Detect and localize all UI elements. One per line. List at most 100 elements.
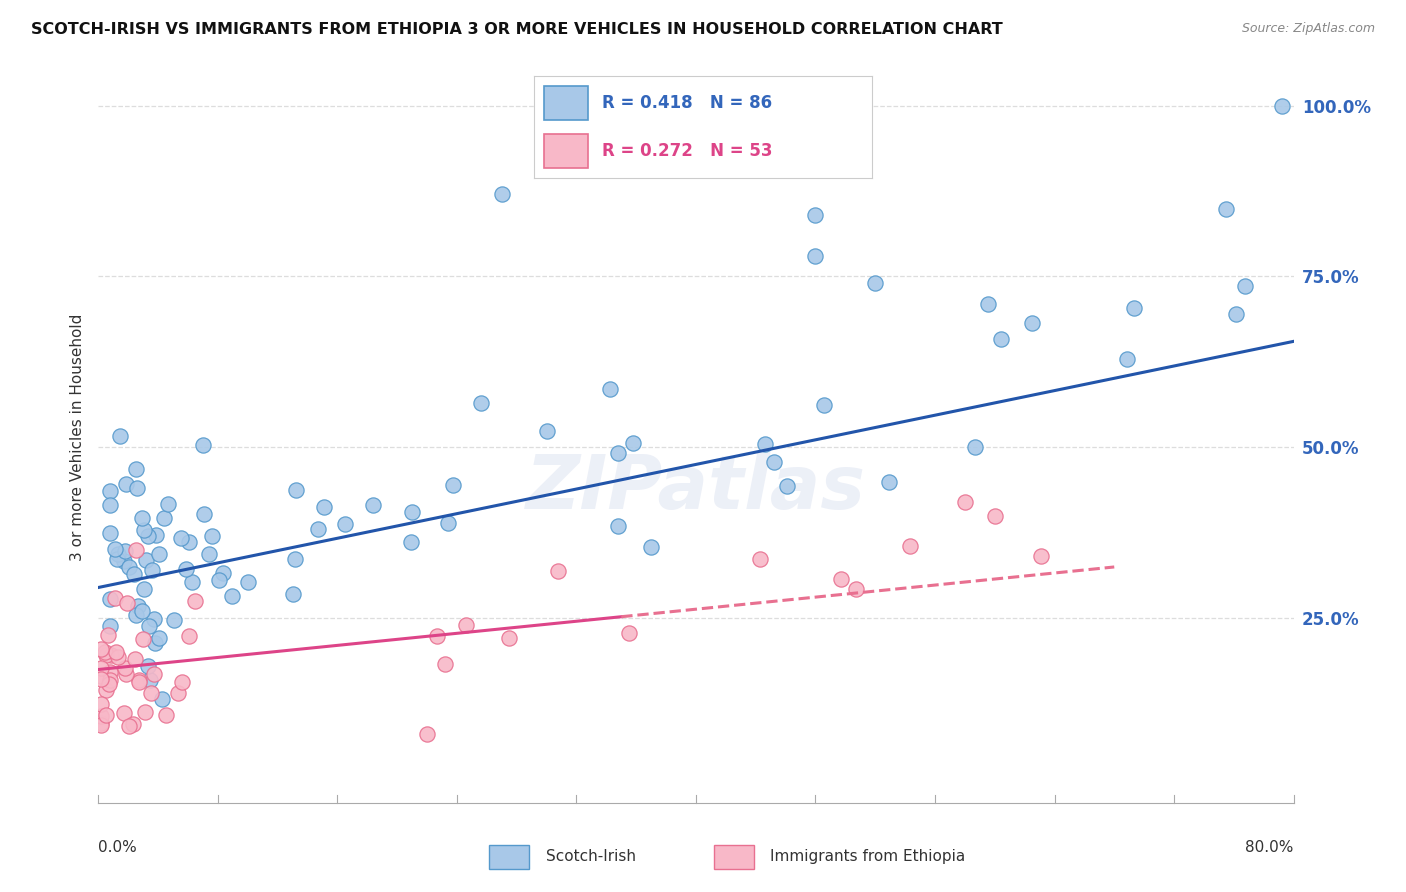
Point [1031,549,1053,563]
Point [236,574,259,589]
Point [184,593,207,607]
Point [953,495,976,509]
Point [128,674,150,689]
Point [456,618,478,632]
Point [1215,202,1237,216]
Point [1225,306,1247,320]
Point [112,706,135,721]
Point [131,604,153,618]
Point [965,440,987,454]
Point [115,477,138,491]
Point [284,483,307,497]
Point [898,540,921,554]
Point [617,625,640,640]
Point [90,697,112,711]
Point [1234,278,1257,293]
Point [132,632,155,646]
Point [105,551,128,566]
Point [97,677,120,691]
Point [105,645,128,659]
Point [179,628,201,642]
Point [830,572,852,586]
Point [90,717,112,731]
Text: SCOTCH-IRISH VS IMMIGRANTS FROM ETHIOPIA 3 OR MORE VEHICLES IN HOUSEHOLD CORRELA: SCOTCH-IRISH VS IMMIGRANTS FROM ETHIOPIA… [31,22,1002,37]
Point [145,528,167,542]
Point [107,547,129,561]
Point [90,672,112,686]
Point [148,547,170,561]
Point [136,529,159,543]
Point [201,529,224,543]
Text: ZIPatlas: ZIPatlas [526,451,866,524]
Point [176,561,198,575]
Point [307,522,329,536]
Point [441,478,464,492]
Point [98,665,121,679]
Point [98,673,121,687]
Point [97,628,120,642]
Point [152,510,174,524]
Bar [489,845,529,869]
Point [312,500,335,515]
Point [143,636,166,650]
Point [984,508,1007,523]
Point [433,657,456,672]
Point [121,716,143,731]
Point [115,667,138,681]
Point [125,608,148,623]
Text: Immigrants from Ethiopia: Immigrants from Ethiopia [770,849,966,864]
Point [98,592,122,607]
Point [114,661,136,675]
Point [108,429,131,443]
Point [804,249,827,263]
Point [141,563,163,577]
Point [1021,316,1043,330]
Point [804,208,827,222]
Point [125,542,148,557]
Point [193,508,215,522]
Bar [714,845,754,869]
Point [98,498,122,512]
Point [281,587,304,601]
Point [547,564,569,578]
Point [131,511,153,525]
Point [179,535,201,549]
Point [139,673,162,687]
Point [363,498,385,512]
Point [640,540,662,554]
Point [813,398,835,412]
Text: Source: ZipAtlas.com: Source: ZipAtlas.com [1241,22,1375,36]
Point [94,682,117,697]
Point [115,596,138,610]
Point [763,455,786,469]
Point [90,661,112,675]
Point [138,619,160,633]
Point [104,542,127,557]
Point [118,719,141,733]
Point [221,589,243,603]
Text: 80.0%: 80.0% [1246,840,1294,855]
Point [124,652,146,666]
Point [399,534,422,549]
Point [208,573,231,587]
Point [437,516,460,530]
Point [167,686,190,700]
Point [96,648,118,662]
Point [606,518,628,533]
Point [172,675,194,690]
Point [100,648,122,663]
Point [1271,98,1294,112]
Point [94,644,117,658]
Point [470,396,492,410]
Point [284,552,307,566]
Point [536,424,558,438]
Point [599,382,621,396]
Point [134,705,156,719]
Point [606,446,628,460]
Point [128,673,150,687]
Point [148,631,170,645]
Bar [544,135,588,168]
Point [776,479,799,493]
Point [98,619,122,633]
Point [143,666,166,681]
